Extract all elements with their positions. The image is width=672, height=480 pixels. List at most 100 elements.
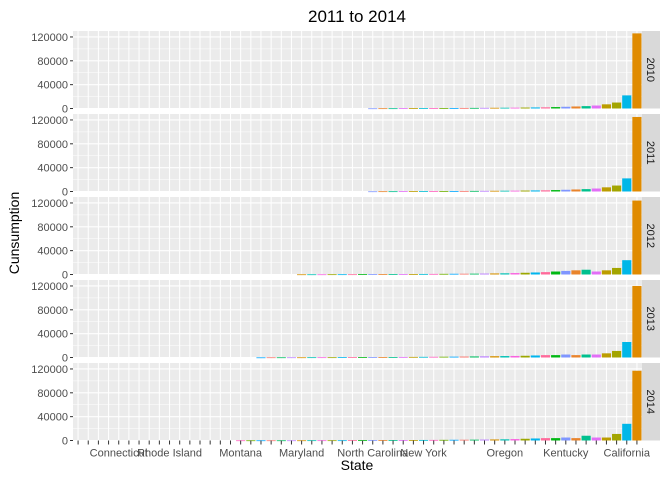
bar: [429, 439, 439, 441]
facet-panel-2014: 0 40000 80000 120000 2014: [31, 363, 660, 448]
bar: [317, 274, 327, 276]
bar: [469, 107, 479, 109]
bar: [398, 108, 408, 110]
bar: [530, 355, 540, 358]
y-tick-label: 120000: [31, 32, 68, 44]
bar: [520, 190, 530, 192]
bar: [540, 107, 551, 109]
bar: [459, 273, 469, 275]
bar: [581, 435, 591, 441]
panel-background: [73, 280, 642, 358]
bar: [439, 439, 449, 441]
bar: [398, 440, 408, 441]
y-tick-label: 80000: [37, 388, 68, 400]
bar: [418, 273, 429, 275]
bar: [378, 274, 388, 275]
bar: [510, 355, 520, 358]
x-tick-label: Connecticut: [90, 448, 148, 460]
bar: [632, 116, 642, 192]
bar: [388, 357, 398, 358]
x-tick-label: Rhode Island: [137, 448, 202, 460]
bar: [449, 108, 459, 109]
bar: [469, 439, 479, 441]
bar: [469, 273, 479, 275]
bar: [266, 357, 276, 359]
facet-panel-2012: 0 40000 80000 120000 2012: [31, 197, 660, 282]
panel-background: [73, 114, 642, 192]
bar: [591, 354, 601, 358]
x-tick-label: California: [604, 448, 651, 460]
facet-panel-2013: 0 40000 80000 120000 2013: [31, 280, 660, 365]
bar: [520, 272, 530, 275]
y-tick-label: 0: [62, 104, 68, 116]
bar: [520, 107, 530, 109]
bar: [479, 107, 490, 109]
panel-background: [73, 197, 642, 275]
bar: [520, 355, 530, 358]
facet-strip: [642, 31, 660, 109]
x-tick-label: North Carolina: [337, 448, 409, 460]
bar: [632, 33, 642, 109]
bar: [510, 107, 520, 109]
y-tick-label: 40000: [37, 246, 68, 258]
bar: [530, 272, 540, 275]
facet-label: 2011: [644, 141, 656, 165]
y-tick-label: 80000: [37, 305, 68, 317]
bar: [551, 190, 561, 192]
bar: [479, 439, 490, 441]
bar: [561, 189, 571, 192]
bar: [307, 274, 317, 276]
bar: [632, 285, 642, 358]
bar: [388, 274, 398, 275]
bar: [398, 191, 408, 193]
bar: [408, 440, 418, 441]
facet-strip: [642, 280, 660, 358]
y-tick-label: 40000: [37, 329, 68, 341]
bar: [388, 191, 398, 193]
bar: [439, 108, 449, 109]
facet-panel-2010: 0 40000 80000 120000 2010: [31, 31, 660, 116]
facet-label: 2012: [644, 224, 656, 248]
bar: [368, 108, 378, 110]
bar: [449, 356, 459, 358]
bar: [510, 273, 520, 275]
bar: [601, 104, 612, 109]
bar: [378, 357, 388, 358]
bar: [530, 107, 540, 109]
bar: [459, 356, 469, 358]
panel-background: [73, 31, 642, 109]
bar: [276, 357, 286, 359]
panel-background: [73, 363, 642, 441]
bar: [408, 274, 418, 275]
bar: [429, 191, 439, 192]
bar: [581, 354, 591, 358]
bar: [581, 189, 591, 192]
bar: [520, 438, 530, 441]
bar: [347, 357, 357, 358]
facet-strip: [642, 114, 660, 192]
bar: [439, 191, 449, 192]
y-tick-label: 0: [62, 270, 68, 282]
bar: [561, 106, 571, 109]
bar: [612, 267, 622, 275]
bar: [601, 270, 612, 275]
bar: [581, 269, 591, 275]
bar: [561, 354, 571, 358]
bar: [256, 357, 266, 359]
bar: [622, 423, 632, 441]
bar: [490, 107, 500, 109]
y-tick-label: 0: [62, 436, 68, 448]
bar: [358, 357, 368, 358]
bar: [540, 272, 551, 275]
bar: [551, 271, 561, 275]
bar: [429, 273, 439, 275]
facet-label: 2010: [644, 58, 656, 82]
y-tick-label: 0: [62, 353, 68, 365]
bar: [439, 273, 449, 275]
bar: [490, 273, 500, 275]
x-tick-label: Maryland: [279, 448, 324, 460]
bar: [358, 274, 368, 276]
bar: [459, 107, 469, 109]
bar: [500, 190, 510, 192]
